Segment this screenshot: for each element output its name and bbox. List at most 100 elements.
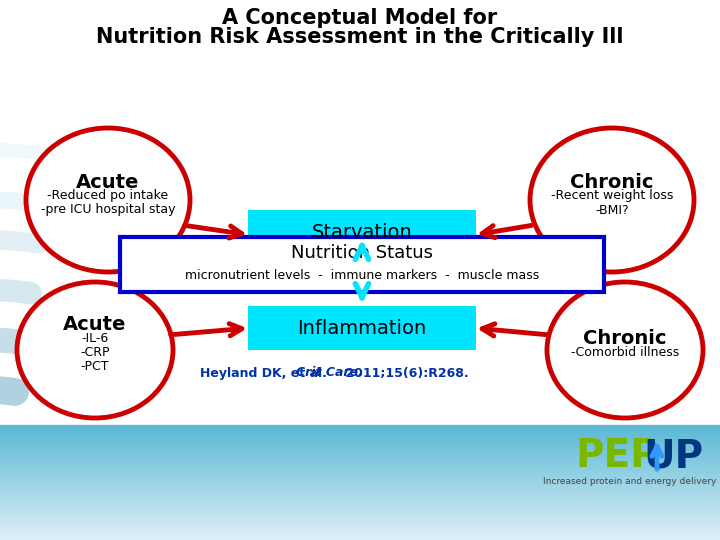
Polygon shape bbox=[0, 527, 720, 529]
Text: -Recent weight loss: -Recent weight loss bbox=[551, 190, 673, 202]
Polygon shape bbox=[0, 498, 720, 500]
Polygon shape bbox=[0, 427, 720, 428]
Text: -IL-6: -IL-6 bbox=[81, 333, 109, 346]
Polygon shape bbox=[0, 436, 720, 438]
Polygon shape bbox=[0, 478, 720, 480]
Ellipse shape bbox=[28, 130, 188, 270]
Polygon shape bbox=[0, 534, 720, 536]
Polygon shape bbox=[0, 505, 720, 507]
Polygon shape bbox=[0, 440, 720, 441]
Polygon shape bbox=[0, 536, 720, 537]
Polygon shape bbox=[0, 525, 720, 527]
Polygon shape bbox=[0, 500, 720, 501]
Ellipse shape bbox=[532, 130, 692, 270]
Text: Crit Care.: Crit Care. bbox=[296, 367, 363, 380]
Text: -Comorbid illness: -Comorbid illness bbox=[571, 347, 679, 360]
Polygon shape bbox=[0, 460, 720, 461]
Polygon shape bbox=[0, 481, 720, 483]
Polygon shape bbox=[0, 431, 720, 432]
Polygon shape bbox=[0, 434, 720, 435]
Polygon shape bbox=[0, 465, 720, 467]
Text: -pre ICU hospital stay: -pre ICU hospital stay bbox=[41, 204, 175, 217]
Polygon shape bbox=[0, 432, 720, 434]
Ellipse shape bbox=[19, 284, 171, 416]
Polygon shape bbox=[0, 529, 720, 530]
Text: Starvation: Starvation bbox=[312, 222, 413, 241]
Polygon shape bbox=[0, 524, 720, 525]
Polygon shape bbox=[0, 477, 720, 478]
Polygon shape bbox=[0, 530, 720, 531]
Polygon shape bbox=[0, 507, 720, 508]
Text: Acute: Acute bbox=[76, 172, 140, 192]
Polygon shape bbox=[0, 451, 720, 453]
Text: -PCT: -PCT bbox=[81, 361, 109, 374]
Text: -BMI?: -BMI? bbox=[595, 204, 629, 217]
Polygon shape bbox=[0, 491, 720, 492]
Polygon shape bbox=[0, 520, 720, 521]
Polygon shape bbox=[0, 538, 720, 540]
Polygon shape bbox=[0, 492, 720, 494]
Polygon shape bbox=[0, 497, 720, 498]
Polygon shape bbox=[0, 462, 720, 464]
Polygon shape bbox=[0, 533, 720, 534]
Polygon shape bbox=[0, 425, 720, 427]
Polygon shape bbox=[0, 453, 720, 454]
Polygon shape bbox=[0, 472, 720, 474]
Polygon shape bbox=[0, 523, 720, 524]
Text: A Conceptual Model for: A Conceptual Model for bbox=[222, 8, 498, 28]
Polygon shape bbox=[0, 531, 720, 533]
Polygon shape bbox=[0, 445, 720, 447]
Polygon shape bbox=[0, 511, 720, 512]
Polygon shape bbox=[0, 494, 720, 495]
Polygon shape bbox=[0, 455, 720, 457]
Text: Increased protein and energy delivery: Increased protein and energy delivery bbox=[544, 477, 716, 487]
Text: Inflammation: Inflammation bbox=[297, 319, 427, 338]
Polygon shape bbox=[0, 467, 720, 468]
Polygon shape bbox=[0, 488, 720, 490]
Polygon shape bbox=[0, 484, 720, 485]
Polygon shape bbox=[0, 516, 720, 517]
Text: 2011;15(6):R268.: 2011;15(6):R268. bbox=[341, 367, 469, 380]
Text: Heyland DK, et al.: Heyland DK, et al. bbox=[200, 367, 331, 380]
Polygon shape bbox=[0, 475, 720, 477]
Polygon shape bbox=[0, 483, 720, 484]
Polygon shape bbox=[0, 514, 720, 516]
Polygon shape bbox=[0, 458, 720, 460]
Polygon shape bbox=[0, 435, 720, 436]
Text: micronutrient levels  -  immune markers  -  muscle mass: micronutrient levels - immune markers - … bbox=[185, 269, 539, 282]
Polygon shape bbox=[0, 508, 720, 510]
Polygon shape bbox=[0, 471, 720, 472]
Polygon shape bbox=[0, 495, 720, 497]
FancyBboxPatch shape bbox=[248, 210, 476, 254]
Polygon shape bbox=[0, 442, 720, 444]
Polygon shape bbox=[0, 501, 720, 503]
Text: Acute: Acute bbox=[63, 315, 127, 334]
Polygon shape bbox=[0, 444, 720, 445]
Polygon shape bbox=[0, 428, 720, 429]
Polygon shape bbox=[0, 518, 720, 520]
Polygon shape bbox=[0, 461, 720, 462]
Polygon shape bbox=[0, 512, 720, 514]
Text: Nutrition Risk Assessment in the Critically Ill: Nutrition Risk Assessment in the Critica… bbox=[96, 27, 624, 47]
Polygon shape bbox=[0, 537, 720, 538]
Text: Nutrition Status: Nutrition Status bbox=[291, 245, 433, 262]
Polygon shape bbox=[0, 438, 720, 440]
Text: UP: UP bbox=[643, 437, 703, 475]
Polygon shape bbox=[0, 464, 720, 465]
Text: Chronic: Chronic bbox=[583, 329, 667, 348]
Polygon shape bbox=[0, 485, 720, 487]
Polygon shape bbox=[0, 490, 720, 491]
Polygon shape bbox=[0, 474, 720, 475]
Polygon shape bbox=[0, 468, 720, 470]
Polygon shape bbox=[0, 448, 720, 449]
Polygon shape bbox=[0, 441, 720, 442]
Polygon shape bbox=[0, 517, 720, 518]
Polygon shape bbox=[0, 449, 720, 451]
Ellipse shape bbox=[549, 284, 701, 416]
Polygon shape bbox=[0, 470, 720, 471]
Polygon shape bbox=[0, 504, 720, 505]
Text: PEP: PEP bbox=[575, 437, 659, 475]
Text: -Reduced po intake: -Reduced po intake bbox=[48, 190, 168, 202]
Polygon shape bbox=[0, 457, 720, 458]
Text: -CRP: -CRP bbox=[80, 347, 109, 360]
